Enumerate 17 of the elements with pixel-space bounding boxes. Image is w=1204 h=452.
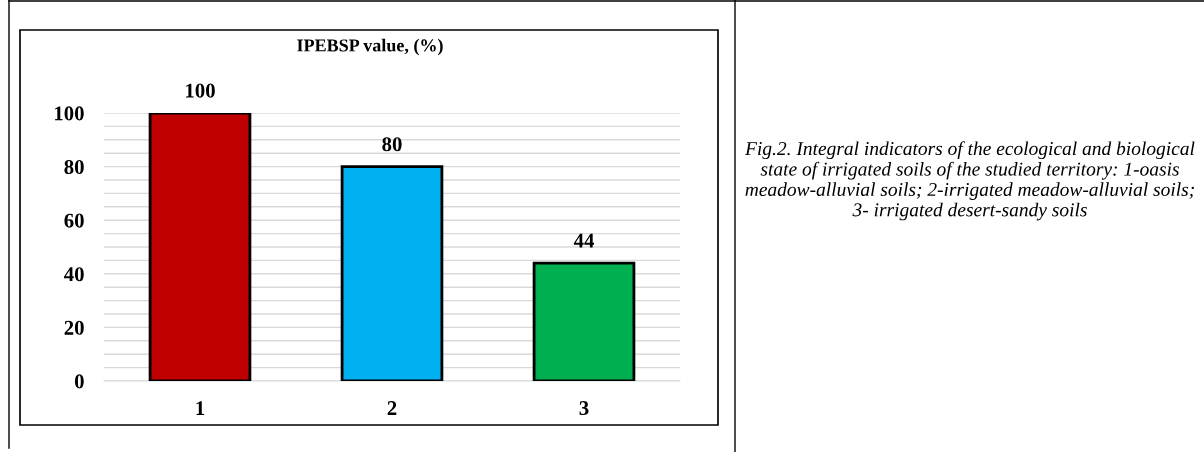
y-tick-label: 100 <box>54 106 84 121</box>
bar <box>340 165 444 381</box>
caption: Fig.2. Integral indicators of the ecological and biological state of irrigated soils of the studied territory: 1-oasis meadow-alluvial soils; 2-irrigated meadow-alluvial soils; 3- irrigated desert-sandy soils <box>744 141 1195 221</box>
data-label: 44 <box>573 233 595 248</box>
x-tick-label: 2 <box>387 401 397 415</box>
y-tick-label: 20 <box>64 320 84 335</box>
data-label: 100 <box>186 83 215 98</box>
x-tick-label: 1 <box>196 401 205 415</box>
y-tick-label: 40 <box>64 267 84 282</box>
bar <box>148 113 252 381</box>
y-tick-label: 60 <box>64 213 84 228</box>
data-label: 80 <box>382 137 402 152</box>
y-tick-label: 80 <box>64 159 84 175</box>
chart-title: IPEBSP value, (%) <box>297 38 443 56</box>
x-tick-label: 3 <box>579 401 589 416</box>
y-tick-label: 0 <box>74 374 84 389</box>
bar <box>532 261 636 381</box>
